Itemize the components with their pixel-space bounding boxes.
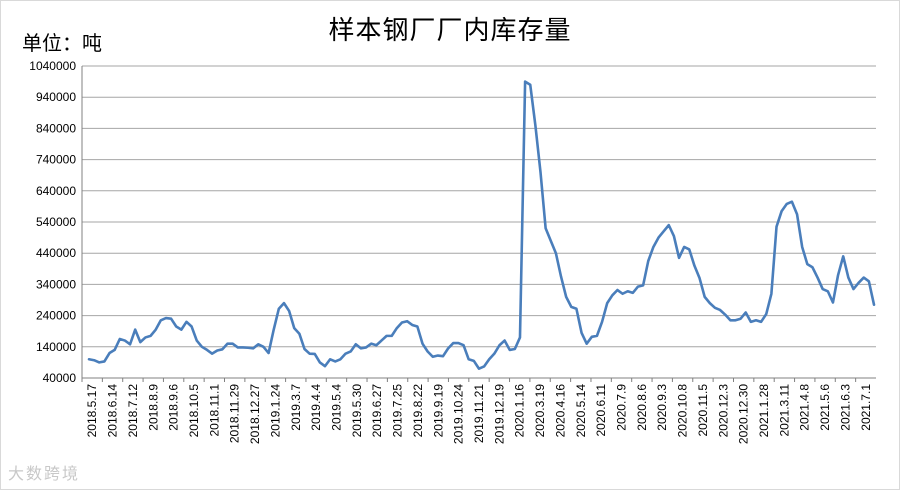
x-tick-label: 2018.11.29 xyxy=(228,384,242,443)
x-tick-label: 2019.8.22 xyxy=(411,384,425,438)
x-tick-label: 2019.7.25 xyxy=(391,384,405,438)
x-tick-label: 2019.3.7 xyxy=(289,384,303,431)
x-tick-label: 2020.12.3 xyxy=(716,384,730,438)
x-tick-label: 2021.4.8 xyxy=(798,384,812,431)
x-tick-label: 2019.11.21 xyxy=(472,384,486,443)
x-tick-label: 2021.6.3 xyxy=(838,384,852,431)
y-tick-label: 340000 xyxy=(36,277,76,291)
x-tick-label: 2018.9.6 xyxy=(167,384,181,431)
x-tick-label: 2020.3.19 xyxy=(533,384,547,438)
x-tick-label: 2020.8.6 xyxy=(635,384,649,431)
x-tick-label: 2020.7.9 xyxy=(615,384,629,431)
y-tick-label: 240000 xyxy=(36,309,76,323)
x-tick-label: 2021.5.6 xyxy=(818,384,832,431)
series-line xyxy=(87,80,876,370)
x-tick-label: 2020.6.11 xyxy=(594,384,608,437)
x-tick-label: 2019.5.30 xyxy=(350,384,364,438)
x-tick-label: 2019.12.19 xyxy=(492,384,506,444)
x-tick-label: 2018.10.5 xyxy=(187,384,201,438)
x-tick-label: 2018.7.12 xyxy=(126,384,140,438)
x-tick-label: 2020.1.16 xyxy=(513,384,527,438)
series-layer xyxy=(87,80,876,370)
x-tick-label: 2019.1.24 xyxy=(268,384,282,438)
x-tick-label: 2020.10.8 xyxy=(676,384,690,438)
x-tick-label: 2020.9.3 xyxy=(655,384,669,431)
y-tick-label: 640000 xyxy=(36,184,76,198)
unit-label: 单位：吨 xyxy=(22,31,102,55)
x-tick-label: 2018.12.27 xyxy=(248,384,262,444)
x-tick-label: 2021.7.1 xyxy=(859,384,873,431)
y-tick-label: 440000 xyxy=(36,246,76,260)
y-tick-label: 740000 xyxy=(36,153,76,167)
y-axis: 40000 140000 240000 340000 440000 540000 64000… xyxy=(29,59,83,385)
y-tick-label: 1040000 xyxy=(29,59,76,73)
x-tick-label: 2019.4.4 xyxy=(309,384,323,431)
x-tick-label: 2020.12.30 xyxy=(737,384,751,444)
x-tick-label: 2021.3.11 xyxy=(777,384,791,437)
y-tick-label: 840000 xyxy=(36,121,76,135)
x-tick-label: 2018.11.1 xyxy=(207,384,221,437)
x-tick-label: 2018.6.14 xyxy=(106,384,120,438)
x-axis: 2018.5.17 2018.6.14 2018.7.12 2018.8.9 2018.… xyxy=(81,377,876,444)
chart-title: 样本钢厂厂内库存量 xyxy=(328,16,572,46)
x-tick-label: 2019.6.27 xyxy=(370,384,384,438)
gridlines xyxy=(82,65,876,379)
y-tick-label: 140000 xyxy=(36,340,76,354)
y-tick-label: 40000 xyxy=(43,371,77,385)
x-tick-label: 2018.5.17 xyxy=(85,384,99,438)
y-tick-label: 940000 xyxy=(36,90,76,104)
x-tick-label: 2021.1.28 xyxy=(757,384,771,438)
watermark: 大数跨境 xyxy=(8,464,81,483)
x-tick-label: 2019.9.19 xyxy=(431,384,445,438)
x-tick-label: 2020.4.16 xyxy=(553,384,567,438)
x-tick-label: 2019.10.24 xyxy=(452,384,466,444)
y-tick-label: 540000 xyxy=(36,215,76,229)
x-tick-label: 2020.11.5 xyxy=(696,384,710,437)
x-tick-label: 2019.5.4 xyxy=(329,384,343,431)
x-tick-label: 2020.5.14 xyxy=(574,384,588,438)
x-tick-label: 2018.8.9 xyxy=(146,384,160,431)
